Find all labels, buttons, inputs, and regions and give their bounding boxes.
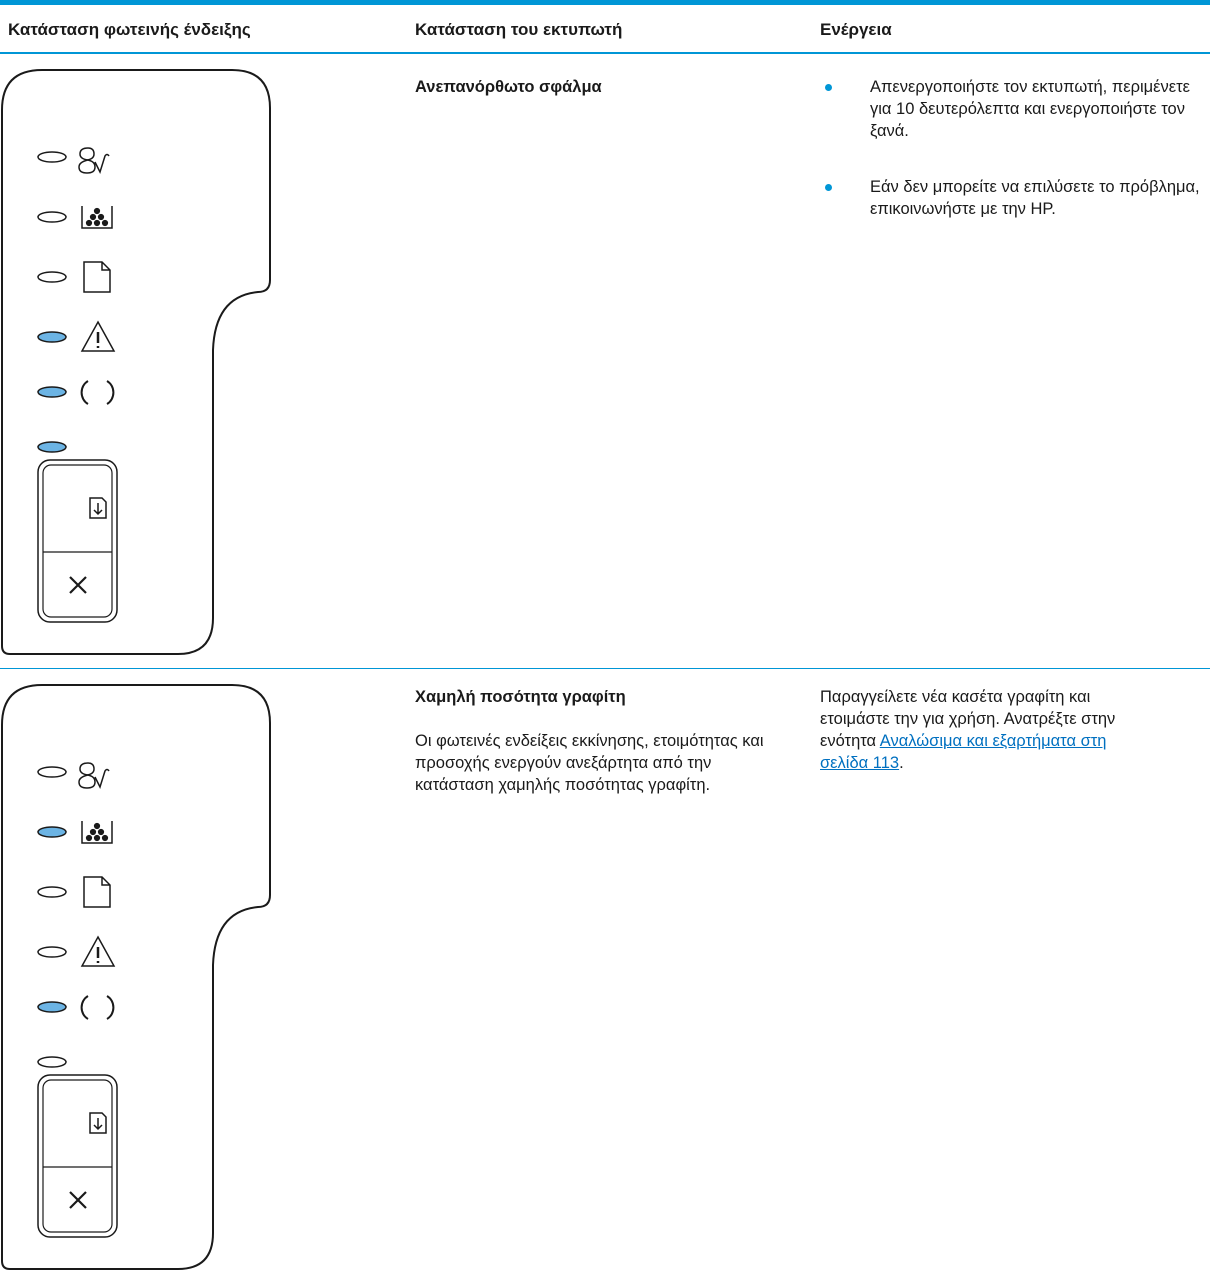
printer-status: Ανεπανόρθωτο σφάλμα (415, 78, 602, 96)
led (37, 386, 67, 398)
action: Εάν δεν μπορείτε να επιλύσετε το πρόβλημ… (870, 178, 1200, 218)
status-description: Οι φωτεινές ενδείξεις εκκίνησης, ετοιμότ… (415, 732, 764, 794)
header-rule (0, 52, 1210, 54)
action-end: . (899, 754, 904, 772)
led (37, 766, 67, 778)
paper-icon (83, 876, 111, 908)
go-icon (89, 497, 107, 519)
toner-dot (85, 834, 93, 842)
button-frame-inner (42, 464, 113, 618)
column-header: Κατάσταση φωτεινής ένδειξης (8, 20, 251, 39)
toner-dot (93, 219, 101, 227)
led-panel (1, 684, 271, 1270)
toner-dot (89, 213, 97, 221)
led (37, 271, 67, 283)
warning-icon (80, 320, 116, 352)
led (37, 151, 67, 163)
paper-icon (83, 261, 111, 293)
button-frame-inner (42, 1079, 113, 1233)
led (37, 1056, 67, 1068)
warning-icon (80, 935, 116, 967)
attention-icon (78, 762, 110, 789)
ready-icon (80, 380, 115, 405)
bullet (825, 184, 832, 191)
toner-icon (81, 821, 113, 844)
led (37, 886, 67, 898)
bullet (825, 84, 832, 91)
led (37, 826, 67, 838)
ready-icon (80, 995, 115, 1020)
toner-dot (97, 213, 105, 221)
action: Παραγγείλετε νέα κασέτα γραφίτη και ετοι… (820, 686, 1155, 774)
column-header: Ενέργεια (820, 20, 892, 39)
button-frame (37, 459, 118, 623)
toner-dot (97, 828, 105, 836)
toner-dot (89, 828, 97, 836)
panel-outline (1, 69, 271, 655)
link[interactable]: Αναλώσιμα και εξαρτήματα στη σελίδα 113 (820, 732, 1107, 772)
led (37, 211, 67, 223)
panel-outline (1, 684, 271, 1270)
top-rule (0, 0, 1210, 5)
printer-status: Χαμηλή ποσότητα γραφίτη (415, 688, 626, 706)
led (37, 1001, 67, 1013)
toner-dot (93, 834, 101, 842)
action: Απενεργοποιήστε τον εκτυπωτή, περιμένετε… (870, 78, 1190, 140)
led (37, 946, 67, 958)
button-frame (37, 1074, 118, 1238)
row-rule (0, 668, 1210, 669)
led-panel (1, 69, 271, 655)
cancel-icon (69, 1191, 87, 1209)
cancel-icon (69, 576, 87, 594)
led (37, 441, 67, 453)
column-header: Κατάσταση του εκτυπωτή (415, 20, 623, 39)
attention-icon (78, 147, 110, 174)
toner-dot (101, 219, 109, 227)
toner-icon (81, 206, 113, 229)
toner-dot (101, 834, 109, 842)
toner-dot (93, 822, 101, 830)
toner-dot (93, 207, 101, 215)
toner-dot (85, 219, 93, 227)
go-icon (89, 1112, 107, 1134)
action-text: Παραγγείλετε νέα κασέτα γραφίτη και ετοι… (820, 688, 1116, 750)
led (37, 331, 67, 343)
